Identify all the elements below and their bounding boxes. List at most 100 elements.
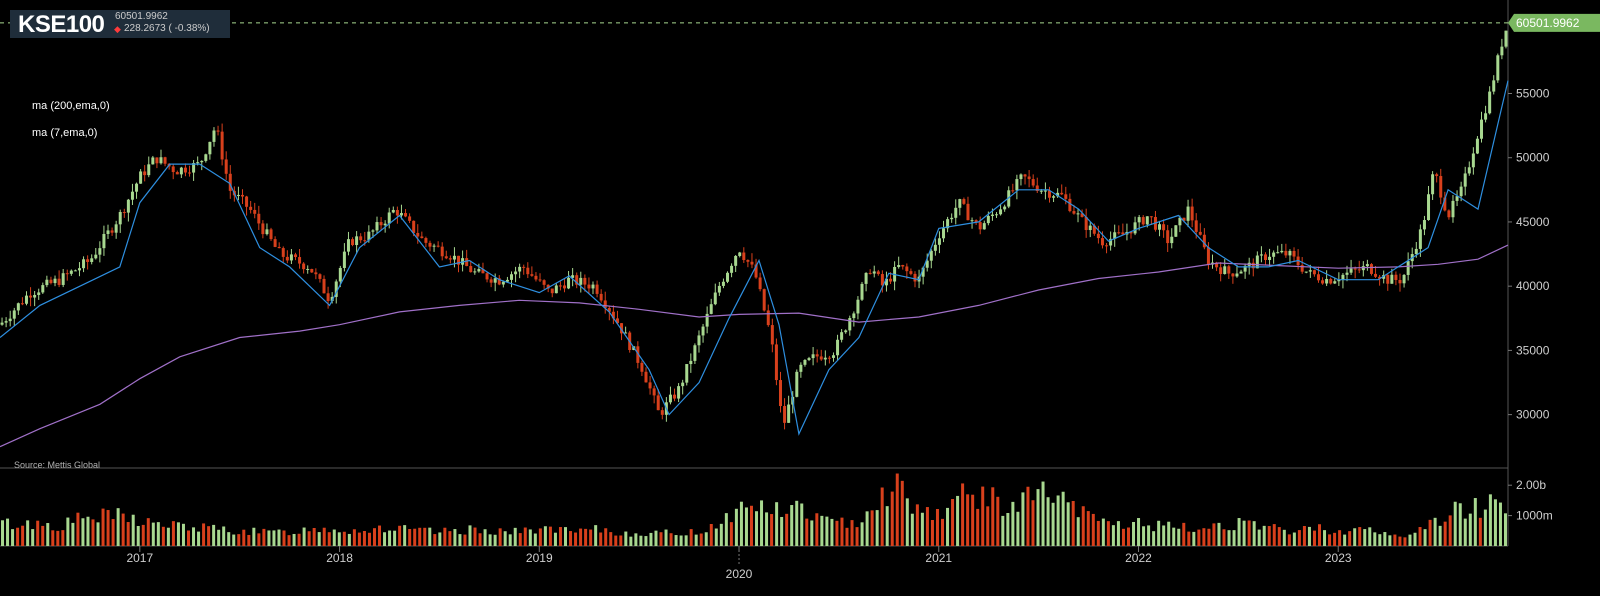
candle-body bbox=[277, 246, 281, 249]
candle-body bbox=[151, 157, 155, 165]
volume-bar bbox=[292, 533, 296, 546]
volume-bar bbox=[171, 521, 175, 546]
volume-bar bbox=[307, 531, 311, 546]
candle-body bbox=[334, 281, 338, 297]
candle-body bbox=[1329, 278, 1333, 284]
volume-bar bbox=[1212, 523, 1216, 546]
volume-bar bbox=[634, 533, 638, 546]
volume-bar bbox=[1383, 532, 1387, 546]
volume-bar bbox=[312, 527, 316, 546]
volume-bar bbox=[890, 491, 894, 546]
volume-bar bbox=[443, 527, 447, 546]
candle-body bbox=[196, 162, 200, 164]
x-tick-label: 2017 bbox=[126, 551, 153, 565]
candle-body bbox=[1369, 264, 1373, 274]
candle-body bbox=[1308, 270, 1312, 272]
candle-body bbox=[86, 259, 90, 262]
volume-bar bbox=[558, 527, 562, 546]
volume-bar bbox=[51, 530, 55, 546]
candle-body bbox=[1223, 266, 1227, 275]
volume-bar bbox=[242, 529, 246, 546]
candle-body bbox=[1402, 274, 1406, 284]
ticker-box: KSE100 60501.9962 ◆ 228.2673 ( -0.38%) bbox=[10, 10, 230, 38]
volume-bar bbox=[1463, 518, 1467, 546]
candle-body bbox=[880, 274, 884, 286]
candle-body bbox=[1235, 273, 1239, 277]
candle-body bbox=[1186, 206, 1190, 221]
candle-body bbox=[1406, 261, 1410, 275]
candle-body bbox=[933, 244, 937, 251]
candle-body bbox=[269, 229, 273, 240]
candle-body bbox=[1394, 274, 1398, 280]
candle-body bbox=[978, 222, 982, 230]
candle-body bbox=[937, 238, 941, 245]
candle-body bbox=[330, 296, 334, 301]
y-tick-label: 50000 bbox=[1516, 151, 1550, 165]
volume-bar bbox=[971, 494, 975, 546]
candle-body bbox=[518, 266, 522, 272]
candle-body bbox=[424, 238, 428, 243]
volume-tick-label: 2.00b bbox=[1516, 478, 1546, 492]
volume-bar bbox=[1343, 534, 1347, 546]
candle-body bbox=[1272, 252, 1276, 257]
candle-body bbox=[1182, 217, 1186, 221]
volume-bar bbox=[21, 525, 25, 546]
volume-bar bbox=[689, 529, 693, 546]
volume-bar bbox=[322, 527, 326, 546]
candle-body bbox=[1178, 217, 1182, 226]
volume-bar bbox=[1498, 502, 1502, 546]
ma7-line bbox=[0, 80, 1509, 436]
candle-body bbox=[1113, 232, 1117, 239]
volume-bar bbox=[1187, 531, 1191, 546]
candle-body bbox=[990, 214, 994, 216]
volume-bar bbox=[1307, 526, 1311, 546]
candle-body bbox=[1280, 250, 1284, 253]
candle-body bbox=[1137, 217, 1141, 223]
volume-bar bbox=[729, 522, 733, 546]
candle-body bbox=[1019, 174, 1023, 180]
volume-bar bbox=[1433, 517, 1437, 546]
candle-body bbox=[412, 220, 416, 233]
candle-body bbox=[673, 394, 677, 399]
volume-bar bbox=[1137, 518, 1141, 546]
volume-bar bbox=[478, 533, 482, 546]
candle-body bbox=[1035, 185, 1039, 191]
volume-bar bbox=[1488, 494, 1492, 546]
candle-body bbox=[1439, 176, 1443, 198]
ma200-label[interactable]: ma (200,ema,0) bbox=[32, 100, 110, 112]
candle-body bbox=[139, 171, 143, 184]
candle-body bbox=[868, 272, 872, 274]
candle-body bbox=[844, 330, 848, 333]
candle-body bbox=[995, 214, 999, 216]
volume-bar bbox=[543, 526, 547, 546]
candle-body bbox=[289, 254, 293, 261]
candle-body bbox=[799, 364, 803, 372]
volume-bar bbox=[16, 527, 20, 546]
candle-body bbox=[273, 239, 277, 247]
candle-body bbox=[758, 277, 762, 290]
volume-bar bbox=[800, 503, 804, 546]
volume-bar bbox=[935, 509, 939, 546]
y-tick-label: 40000 bbox=[1516, 279, 1550, 293]
volume-bar bbox=[976, 508, 980, 546]
candle-body bbox=[827, 357, 831, 359]
candle-body bbox=[1219, 267, 1223, 275]
candle-body bbox=[1064, 194, 1068, 199]
candle-body bbox=[591, 284, 595, 289]
candle-body bbox=[697, 335, 701, 346]
candle-body bbox=[595, 284, 599, 294]
y-tick-label: 30000 bbox=[1516, 408, 1550, 422]
volume-bar bbox=[518, 533, 522, 546]
candle-body bbox=[1325, 278, 1329, 284]
ma7-label[interactable]: ma (7,ema,0) bbox=[32, 127, 98, 139]
candle-body bbox=[179, 167, 183, 175]
candle-body bbox=[306, 268, 310, 270]
candle-body bbox=[766, 310, 770, 326]
candle-body bbox=[1422, 220, 1426, 230]
volume-bar bbox=[991, 487, 995, 546]
candle-body bbox=[481, 269, 485, 274]
candle-body bbox=[717, 285, 721, 293]
volume-bar bbox=[820, 515, 824, 546]
volume-bar bbox=[357, 532, 361, 546]
